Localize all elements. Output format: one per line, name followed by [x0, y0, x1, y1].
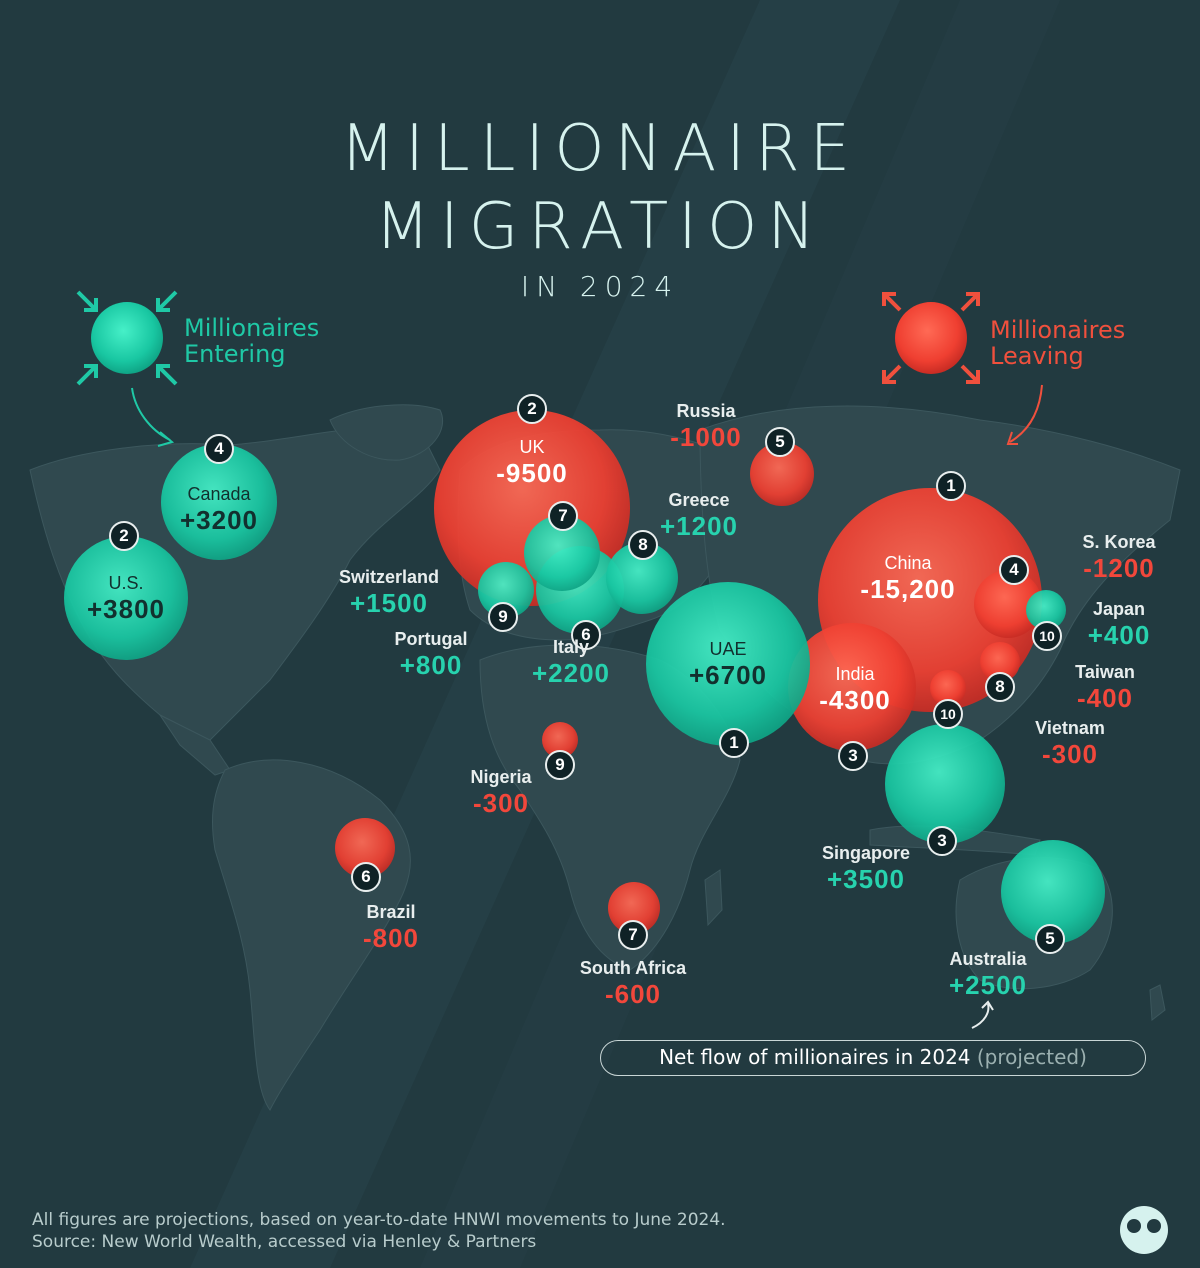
- rank-badge-nigeria: 9: [545, 750, 575, 780]
- netflow-arrow-icon: [971, 1000, 994, 1029]
- title-line-1: MILLIONAIRE: [339, 112, 861, 186]
- footnote-line-2: Source: New World Wealth, accessed via H…: [32, 1232, 537, 1252]
- bubble-russia: [750, 442, 814, 506]
- rank-badge-u-s: 2: [109, 521, 139, 551]
- rank-badge-russia: 5: [765, 427, 795, 457]
- logo-icon: [1120, 1206, 1168, 1254]
- rank-badge-singapore: 3: [927, 826, 957, 856]
- new-zealand-shape: [1149, 984, 1166, 1021]
- bubble-south-africa: [608, 882, 660, 934]
- legend-leaving-icon: [882, 292, 1043, 445]
- rank-badge-canada: 4: [204, 434, 234, 464]
- bubble-uae: [646, 582, 810, 746]
- rank-badge-s-korea: 4: [999, 555, 1029, 585]
- legend-entering-icon: [76, 290, 178, 447]
- rank-badge-india: 3: [838, 741, 868, 771]
- legend-entering-label: Millionaires Entering: [184, 314, 320, 368]
- bubble-vietnam: [930, 670, 966, 706]
- madagascar-shape: [704, 869, 723, 927]
- rank-badge-japan: 10: [1032, 621, 1062, 651]
- bubble-u-s: [64, 536, 188, 660]
- rank-badge-taiwan: 8: [985, 672, 1015, 702]
- bubble-portugal: [478, 562, 534, 618]
- netflow-text: Net flow of millionaires in 2024: [659, 1045, 971, 1069]
- netflow-caption: Net flow of millionaires in 2024 (projec…: [600, 1040, 1146, 1076]
- bubble-australia: [1001, 840, 1105, 944]
- bubble-india: [788, 623, 916, 751]
- footnote-line-1: All figures are projections, based on ye…: [32, 1210, 726, 1230]
- footnote: All figures are projections, based on ye…: [32, 1209, 726, 1253]
- title-line-2: MIGRATION: [374, 190, 826, 264]
- bubble-taiwan: [980, 642, 1020, 682]
- rank-badge-italy: 6: [571, 620, 601, 650]
- rank-badge-brazil: 6: [351, 862, 381, 892]
- bubble-brazil: [335, 818, 395, 878]
- rank-badge-south-africa: 7: [618, 920, 648, 950]
- bubble-nigeria: [542, 722, 578, 758]
- rank-badge-greece: 8: [628, 530, 658, 560]
- rank-badge-uk: 2: [517, 394, 547, 424]
- central-america-shape: [158, 713, 231, 776]
- bubble-japan: [1026, 590, 1066, 630]
- bubbles: [64, 410, 1105, 944]
- title-line-3: IN 2024: [520, 270, 680, 303]
- bubble-s-korea: [974, 570, 1042, 638]
- legend-leaving-label: Millionaires Leaving: [990, 316, 1126, 370]
- rank-badge-portugal: 9: [488, 602, 518, 632]
- rank-badge-australia: 5: [1035, 924, 1065, 954]
- rank-badge-uae: 1: [719, 728, 749, 758]
- bubble-switzerland: [524, 515, 600, 591]
- rank-badge-china: 1: [936, 471, 966, 501]
- greenland-shape: [329, 404, 444, 461]
- bubble-greece: [606, 542, 678, 614]
- rank-badge-vietnam: 10: [933, 699, 963, 729]
- rank-badge-switzerland: 7: [548, 501, 578, 531]
- netflow-qualifier: (projected): [976, 1045, 1087, 1069]
- bubble-canada: [161, 444, 277, 560]
- bubble-singapore: [885, 724, 1005, 844]
